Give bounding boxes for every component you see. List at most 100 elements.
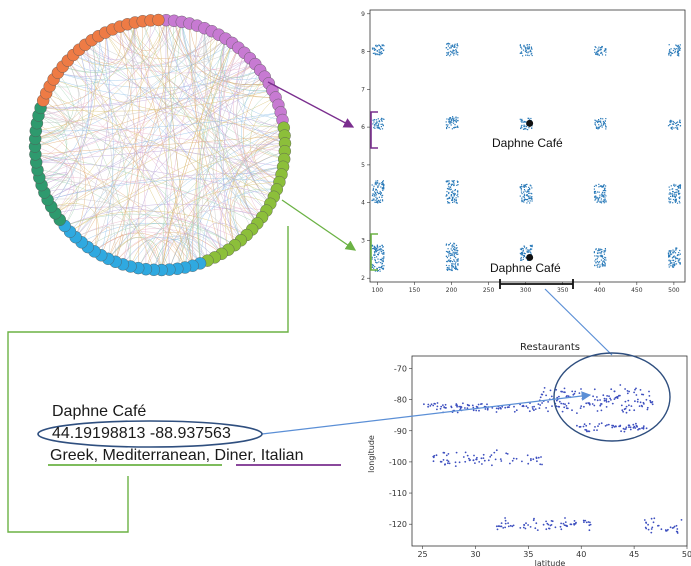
strip-point <box>382 261 384 263</box>
strip-point <box>452 183 454 185</box>
strip-point <box>527 48 529 50</box>
restaurant-point <box>604 425 607 427</box>
restaurant-point <box>504 517 506 519</box>
strip-point <box>529 244 531 247</box>
strip-point <box>523 254 525 257</box>
restaurant-point <box>504 526 506 529</box>
network-edge <box>47 198 208 261</box>
strip-point <box>381 249 383 251</box>
restaurant-point <box>450 405 453 408</box>
restaurant-point <box>462 402 464 405</box>
strip-point <box>445 264 448 266</box>
network-edge <box>145 240 186 270</box>
strip-point <box>372 123 374 125</box>
strip-point <box>451 265 453 267</box>
strip-point <box>455 252 457 254</box>
strip-point <box>523 189 526 191</box>
strip-point <box>669 192 671 194</box>
strip-point <box>454 43 456 45</box>
network-edge <box>122 237 201 265</box>
strip-point <box>446 127 448 129</box>
restaurant-point <box>573 392 576 395</box>
strip-point <box>449 269 451 271</box>
strip-point <box>520 46 522 48</box>
strip-point <box>521 247 523 250</box>
strip-point <box>594 123 596 125</box>
strip-point <box>675 200 677 202</box>
restaurant-point <box>481 403 483 405</box>
strip-point <box>379 182 381 184</box>
restaurant-point <box>456 411 459 414</box>
strip-point <box>668 54 670 56</box>
strip-point <box>679 46 681 48</box>
strip-point <box>373 127 375 129</box>
restaurant-point <box>484 408 487 410</box>
strip-point <box>597 191 599 193</box>
strip-point <box>528 190 530 192</box>
strip-point <box>377 126 379 128</box>
strip-point <box>456 43 458 45</box>
network-edge <box>49 86 82 227</box>
strip-point <box>377 249 379 251</box>
restaurant-point <box>538 407 541 409</box>
strip-point <box>377 247 379 249</box>
strip-point <box>602 261 604 263</box>
restaurant-point <box>523 523 525 526</box>
strip-point <box>523 184 525 186</box>
strip-point <box>599 261 601 263</box>
strip-point <box>455 261 457 263</box>
strip-point <box>448 259 450 261</box>
restaurant-point <box>444 463 446 466</box>
network-edge <box>40 63 256 109</box>
strip-point <box>601 195 603 198</box>
strip-point <box>382 200 384 202</box>
strip-point <box>452 265 454 267</box>
strip-point <box>374 247 376 249</box>
strip-point <box>452 254 454 257</box>
strip-point <box>678 258 680 261</box>
strip-point <box>451 269 453 271</box>
strip-point <box>676 121 679 123</box>
strip-point <box>447 248 449 250</box>
network-edge <box>91 40 131 267</box>
strip-point <box>457 191 459 193</box>
strip-point <box>375 248 377 250</box>
strip-point <box>371 263 373 266</box>
restaurant-point <box>660 528 663 531</box>
strip-point <box>451 128 453 130</box>
strip-point <box>453 183 455 185</box>
strip-point <box>594 49 596 51</box>
restaurant-point <box>489 455 492 458</box>
strip-point <box>521 259 523 261</box>
restaurant-point <box>533 517 535 520</box>
strip-point <box>593 191 596 193</box>
strip-point <box>522 200 524 202</box>
restaurant-point <box>513 405 515 408</box>
strip-point <box>531 48 533 50</box>
restaurant-point <box>531 406 534 408</box>
strip-point <box>594 51 596 53</box>
strip-point <box>596 260 598 262</box>
restaurant-point <box>526 454 529 457</box>
strip-point <box>677 54 679 56</box>
green-arrow <box>281 199 357 251</box>
strip-point <box>372 198 374 200</box>
strip-point <box>520 51 523 53</box>
restaurant-point <box>549 389 552 392</box>
network-edge <box>38 115 285 152</box>
strip-point <box>670 254 672 256</box>
restaurant-point <box>605 398 608 400</box>
strip-point <box>521 254 523 256</box>
strip-point <box>375 261 377 263</box>
network-edge <box>35 72 74 140</box>
strip-point <box>379 201 381 203</box>
caption-coords: 44.19198813 -88.937563 <box>52 425 231 442</box>
restaurant-point <box>483 459 486 462</box>
restaurant-point <box>532 458 535 461</box>
restaurant-point <box>474 462 476 464</box>
strip-point <box>453 266 455 268</box>
strip-point <box>375 49 377 51</box>
restaurant-point <box>607 400 610 403</box>
strip-point <box>374 254 376 256</box>
network-edge <box>119 26 140 269</box>
